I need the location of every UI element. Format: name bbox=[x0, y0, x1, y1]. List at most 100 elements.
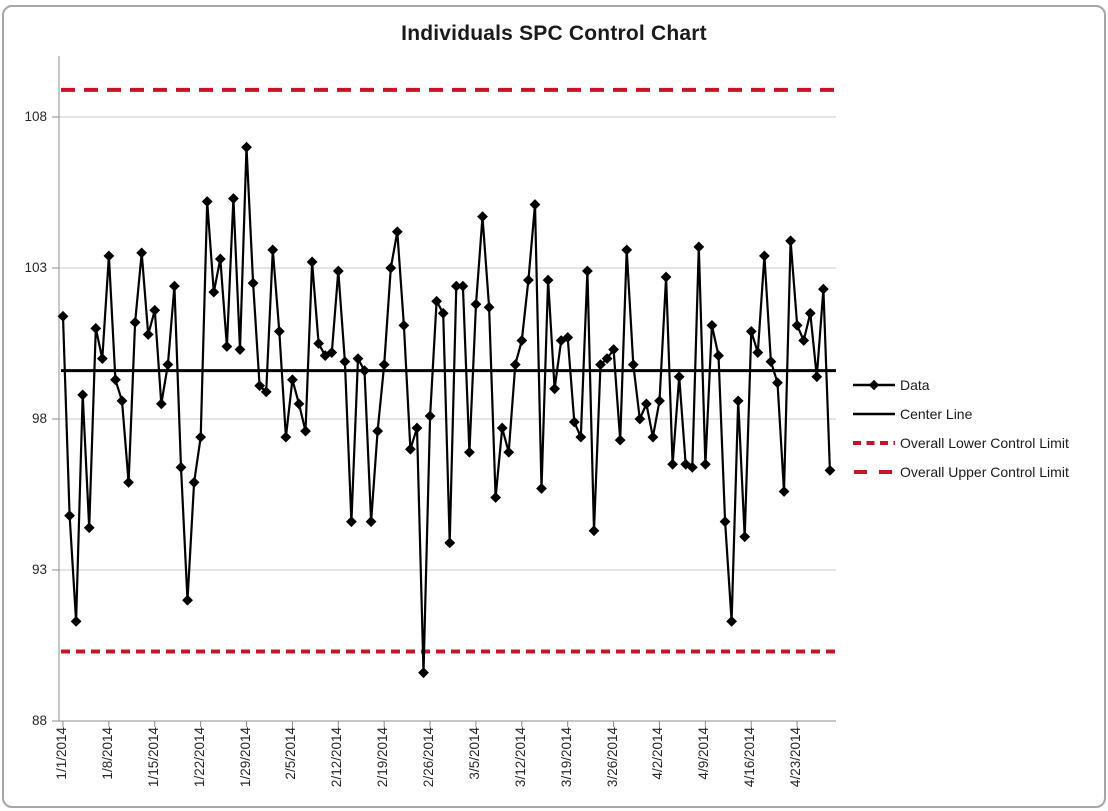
data-point-marker bbox=[424, 410, 436, 422]
data-point-marker bbox=[116, 395, 128, 407]
data-point-marker bbox=[169, 280, 180, 292]
data-point-marker bbox=[273, 326, 285, 337]
data-point-marker bbox=[706, 319, 718, 331]
data-point-marker bbox=[293, 398, 305, 410]
data-point-marker bbox=[542, 274, 554, 286]
data-point-marker bbox=[634, 413, 646, 425]
data-point-marker bbox=[411, 422, 423, 434]
data-point-marker bbox=[549, 383, 561, 395]
data-point-marker bbox=[372, 425, 384, 437]
y-axis-tick-label: 88 bbox=[31, 713, 47, 728]
data-point-marker bbox=[745, 326, 757, 337]
data-point-marker bbox=[739, 531, 751, 543]
data-point-marker bbox=[103, 250, 115, 262]
data-point-marker bbox=[457, 280, 469, 292]
legend-label: Overall Lower Control Limit bbox=[900, 434, 1069, 451]
legend-item-upper-control-limit: Overall Upper Control Limit bbox=[852, 457, 1106, 486]
data-point-marker bbox=[627, 359, 639, 371]
data-point-marker bbox=[221, 341, 233, 352]
data-point-marker bbox=[214, 253, 226, 265]
data-point-marker bbox=[772, 377, 783, 389]
data-point-marker bbox=[450, 280, 462, 292]
data-point-marker bbox=[398, 319, 410, 331]
x-axis-tick-label: 2/5/2014 bbox=[283, 727, 299, 780]
data-point-marker bbox=[621, 244, 633, 256]
data-point-marker bbox=[83, 522, 95, 534]
data-point-marker bbox=[562, 332, 574, 343]
data-point-marker bbox=[713, 350, 724, 361]
data-point-marker bbox=[568, 416, 580, 428]
x-axis-tick-label: 2/19/2014 bbox=[375, 727, 391, 788]
data-point-marker bbox=[110, 374, 121, 386]
data-point-marker bbox=[503, 446, 515, 458]
legend-item-data: Data bbox=[852, 370, 1106, 399]
x-axis-tick-label: 1/8/2014 bbox=[99, 727, 115, 780]
center-line-icon bbox=[853, 412, 895, 415]
data-point-marker bbox=[483, 301, 495, 313]
data-point-marker bbox=[228, 193, 239, 204]
legend-label: Center Line bbox=[900, 405, 973, 422]
data-point-marker bbox=[654, 395, 665, 407]
x-axis-tick-label: 3/26/2014 bbox=[604, 727, 620, 788]
data-point-marker bbox=[575, 431, 587, 443]
data-point-marker bbox=[509, 359, 521, 371]
data-point-marker bbox=[529, 199, 541, 210]
data-point-marker bbox=[608, 344, 620, 355]
data-point-marker bbox=[614, 434, 626, 446]
data-point-marker bbox=[490, 492, 502, 503]
x-axis-tick-label: 4/9/2014 bbox=[696, 727, 712, 780]
data-point-marker bbox=[405, 443, 416, 455]
data-point-marker bbox=[765, 356, 777, 368]
data-point-marker bbox=[260, 386, 272, 398]
data-point-marker bbox=[726, 615, 738, 627]
data-point-marker bbox=[523, 274, 534, 286]
data-point-marker bbox=[418, 667, 429, 679]
data-point-marker bbox=[64, 510, 75, 522]
data-point-marker bbox=[195, 431, 207, 443]
data-point-marker bbox=[339, 356, 351, 368]
x-axis-tick-label: 1/22/2014 bbox=[191, 727, 207, 788]
y-axis-tick-label: 98 bbox=[31, 411, 47, 426]
chart-frame-border bbox=[2, 5, 1106, 808]
data-point-marker bbox=[359, 365, 370, 377]
data-point-marker bbox=[817, 283, 829, 295]
data-point-marker bbox=[824, 464, 836, 476]
data-point-marker bbox=[332, 265, 344, 277]
y-axis-tick-label: 93 bbox=[31, 562, 47, 577]
data-point-marker bbox=[464, 446, 475, 458]
data-point-marker bbox=[129, 316, 141, 328]
data-point-marker bbox=[719, 516, 731, 528]
data-point-marker bbox=[391, 226, 403, 238]
data-point-marker bbox=[601, 353, 613, 364]
data-point-marker bbox=[326, 347, 338, 358]
data-point-marker bbox=[162, 359, 174, 371]
x-axis-tick-label: 1/15/2014 bbox=[145, 727, 161, 788]
data-point-marker bbox=[287, 374, 298, 386]
data-point-marker bbox=[660, 271, 672, 283]
data-point-marker bbox=[785, 235, 797, 247]
x-axis-tick-label: 4/2/2014 bbox=[650, 727, 666, 780]
legend-item-lower-control-limit: Overall Lower Control Limit bbox=[852, 428, 1106, 457]
data-point-marker bbox=[70, 615, 82, 627]
data-point-marker bbox=[201, 196, 213, 207]
y-axis-tick-label: 108 bbox=[24, 109, 47, 124]
data-point-marker bbox=[182, 594, 193, 606]
data-point-marker bbox=[208, 286, 220, 298]
data-point-marker bbox=[647, 431, 659, 443]
red-short-dash-line-icon bbox=[853, 440, 895, 445]
x-axis-tick-label: 4/16/2014 bbox=[742, 727, 758, 788]
y-axis-tick-label: 103 bbox=[24, 260, 47, 275]
data-point-marker bbox=[437, 307, 449, 319]
data-point-marker bbox=[346, 516, 357, 528]
data-point-marker bbox=[142, 329, 154, 340]
x-axis-tick-label: 4/23/2014 bbox=[788, 727, 804, 788]
legend-item-center-line: Center Line bbox=[852, 399, 1106, 428]
x-axis-tick-label: 2/12/2014 bbox=[329, 727, 345, 788]
data-point-marker bbox=[752, 347, 764, 358]
data-point-marker bbox=[699, 458, 711, 470]
data-point-marker bbox=[582, 265, 593, 277]
x-axis-tick-label: 3/5/2014 bbox=[466, 727, 482, 780]
data-point-marker bbox=[444, 537, 456, 549]
data-point-marker bbox=[352, 353, 364, 364]
